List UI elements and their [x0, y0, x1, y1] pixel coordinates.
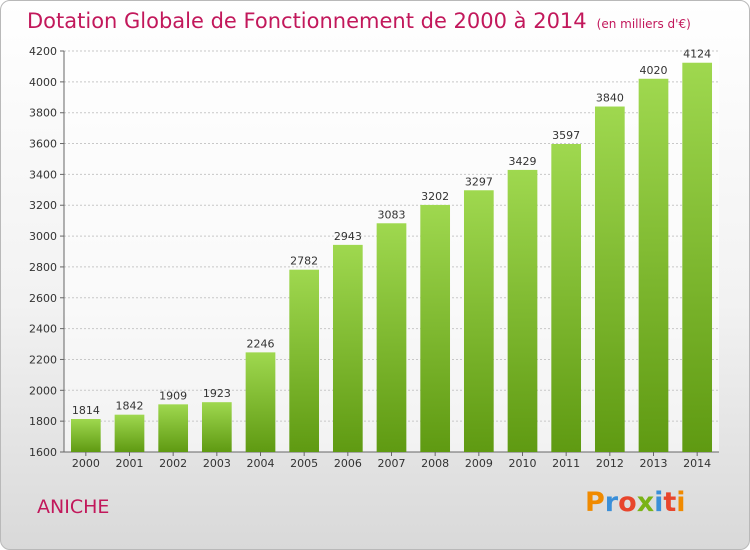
x-tick-label: 2004 [247, 457, 275, 470]
bar [682, 62, 713, 453]
bar [70, 418, 101, 452]
y-tick-label: 1600 [29, 446, 57, 459]
y-tick-label: 3400 [29, 168, 57, 181]
logo-letter: o [618, 487, 637, 518]
x-tick-label: 2010 [509, 457, 537, 470]
bar-value-label: 3597 [552, 129, 580, 142]
x-tick-label: 2006 [334, 457, 362, 470]
x-tick-label: 2011 [552, 457, 580, 470]
logo-letter: t [663, 487, 677, 518]
bar-value-label: 2782 [290, 255, 318, 268]
y-tick-label: 2600 [29, 292, 57, 305]
bar-value-label: 3083 [378, 208, 406, 221]
city-name: ANICHE [37, 496, 110, 518]
y-tick-label: 2800 [29, 261, 57, 274]
x-tick-label: 2014 [683, 457, 711, 470]
logo-letter: r [604, 487, 619, 518]
bar [551, 144, 582, 452]
x-tick-label: 2002 [159, 457, 187, 470]
bar-value-label: 2943 [334, 230, 362, 243]
proxiti-logo: Proxiti [585, 487, 686, 518]
logo-letter: i [676, 487, 686, 518]
chart-title: Dotation Globale de Fonctionnement de 20… [27, 9, 691, 33]
bar [638, 78, 669, 452]
y-tick-label: 1800 [29, 415, 57, 428]
x-tick-label: 2009 [465, 457, 493, 470]
bar [114, 414, 145, 452]
x-tick-label: 2013 [640, 457, 668, 470]
y-tick-label: 2000 [29, 384, 57, 397]
bar [332, 244, 363, 452]
bar-value-label: 1842 [116, 400, 144, 413]
logo-letter: P [585, 487, 605, 518]
y-tick-label: 3800 [29, 107, 57, 120]
x-tick-label: 2012 [596, 457, 624, 470]
bar-value-label: 4124 [683, 48, 711, 61]
bar [463, 190, 494, 452]
chart-subtitle: (en milliers d'€) [596, 17, 691, 31]
bar [289, 269, 320, 452]
y-tick-label: 3000 [29, 230, 57, 243]
bar [376, 223, 407, 452]
bar-value-label: 3202 [421, 190, 449, 203]
bar-value-label: 2246 [247, 337, 275, 350]
x-tick-label: 2000 [72, 457, 100, 470]
bar [158, 404, 189, 452]
bar-value-label: 1814 [72, 404, 100, 417]
bar-value-label: 3429 [509, 155, 537, 168]
x-tick-label: 2007 [378, 457, 406, 470]
bar-value-label: 1923 [203, 387, 231, 400]
x-tick-label: 2008 [421, 457, 449, 470]
bar [594, 106, 625, 453]
x-tick-label: 2003 [203, 457, 231, 470]
bar [507, 169, 538, 452]
y-tick-label: 4000 [29, 76, 57, 89]
y-tick-label: 2400 [29, 323, 57, 336]
y-tick-label: 3200 [29, 199, 57, 212]
bar-value-label: 3297 [465, 175, 493, 188]
bar [420, 204, 451, 452]
bar-value-label: 1909 [159, 389, 187, 402]
bar [245, 352, 276, 452]
logo-letter: i [654, 487, 664, 518]
bar-value-label: 3840 [596, 92, 624, 105]
title-text: Dotation Globale de Fonctionnement de 20… [27, 9, 587, 33]
y-tick-label: 4200 [29, 45, 57, 58]
bar-value-label: 4020 [640, 64, 668, 77]
y-tick-label: 2200 [29, 353, 57, 366]
x-tick-label: 2001 [116, 457, 144, 470]
y-tick-label: 3600 [29, 138, 57, 151]
x-tick-label: 2005 [290, 457, 318, 470]
logo-letter: x [636, 487, 655, 518]
bar [201, 402, 232, 452]
